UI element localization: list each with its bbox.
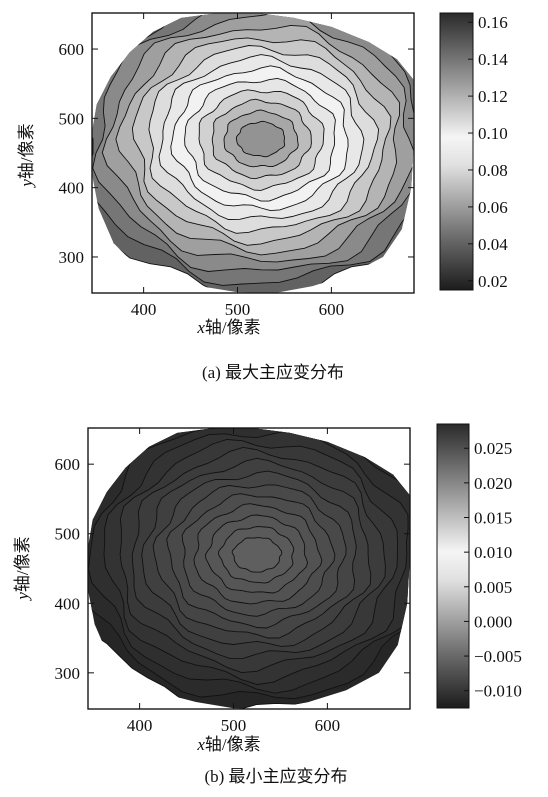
contour-band (235, 120, 286, 158)
colorbar-tick-label: 0.025 (474, 439, 512, 458)
x-axis-label-b: x轴/像素 (196, 735, 260, 754)
y-tick-label: 500 (55, 525, 81, 544)
plot-frame-border-a (91, 12, 415, 294)
y-tick-label: 600 (59, 40, 85, 59)
colorbar-ticks-a: 0.16 0.14 0.12 0.10 0.08 0.06 0.04 0.02 (468, 13, 508, 291)
caption-b: (b) 最小主应变分布 (204, 767, 347, 786)
y-axis-label-a: y轴/像素 (17, 123, 36, 188)
colorbar-tick-label: 0.015 (474, 509, 512, 528)
colorbar-tick-label: 0.000 (474, 612, 512, 631)
colorbar-tick-label: 0.005 (474, 578, 512, 597)
colorbar-a (439, 12, 474, 291)
x-ticks-a: 400 500 600 (131, 13, 344, 319)
plot-frame-border-b (87, 427, 411, 710)
colorbar-tick-label: −0.010 (474, 682, 522, 701)
colorbar-ticks-b: 0.025 0.020 0.015 0.010 0.005 0.000 −0.005 −0.0… (464, 439, 522, 701)
colorbar-tick-label: 0.02 (478, 272, 508, 291)
x-tick-label: 400 (127, 716, 153, 735)
x-tick-label: 600 (319, 300, 345, 319)
y-tick-label: 400 (55, 594, 81, 613)
contour-field-a (92, 13, 414, 293)
x-tick-label: 500 (221, 716, 247, 735)
colorbar-tick-label: 0.04 (478, 235, 508, 254)
colorbar-tick-label: 0.16 (478, 13, 508, 32)
y-tick-label: 600 (55, 455, 81, 474)
x-ticks-b: 400 500 600 (127, 428, 340, 735)
y-axis-label-b: y轴/像素 (13, 536, 32, 601)
colorbar-tick-label: 0.06 (478, 198, 508, 217)
x-axis-label-a: x轴/像素 (196, 318, 260, 337)
x-tick-label: 600 (315, 716, 341, 735)
caption-a: (a) 最大主应变分布 (202, 363, 344, 382)
contour-band (231, 537, 283, 573)
y-tick-label: 400 (59, 179, 85, 198)
colorbar-b (436, 423, 470, 709)
colorbar-tick-label: 0.14 (478, 50, 508, 69)
colorbar-tick-label: 0.08 (478, 161, 508, 180)
x-tick-label: 500 (225, 300, 251, 319)
y-ticks-a: 300 400 500 600 (59, 40, 414, 267)
panel-b: 400 500 600 300 400 500 600 x轴/像素 y轴/像素 0.025… (13, 423, 522, 786)
colorbar-tick-label: 0.10 (478, 124, 508, 143)
y-tick-label: 300 (59, 248, 85, 267)
contour-field-b (88, 428, 410, 709)
colorbar-tick-label: 0.020 (474, 474, 512, 493)
x-tick-label: 400 (131, 300, 157, 319)
colorbar-tick-label: −0.005 (474, 647, 522, 666)
colorbar-tick-label: 0.12 (478, 87, 508, 106)
y-tick-label: 300 (55, 664, 81, 683)
y-ticks-b: 300 400 500 600 (55, 455, 410, 683)
y-tick-label: 500 (59, 109, 85, 128)
colorbar-tick-label: 0.010 (474, 543, 512, 562)
